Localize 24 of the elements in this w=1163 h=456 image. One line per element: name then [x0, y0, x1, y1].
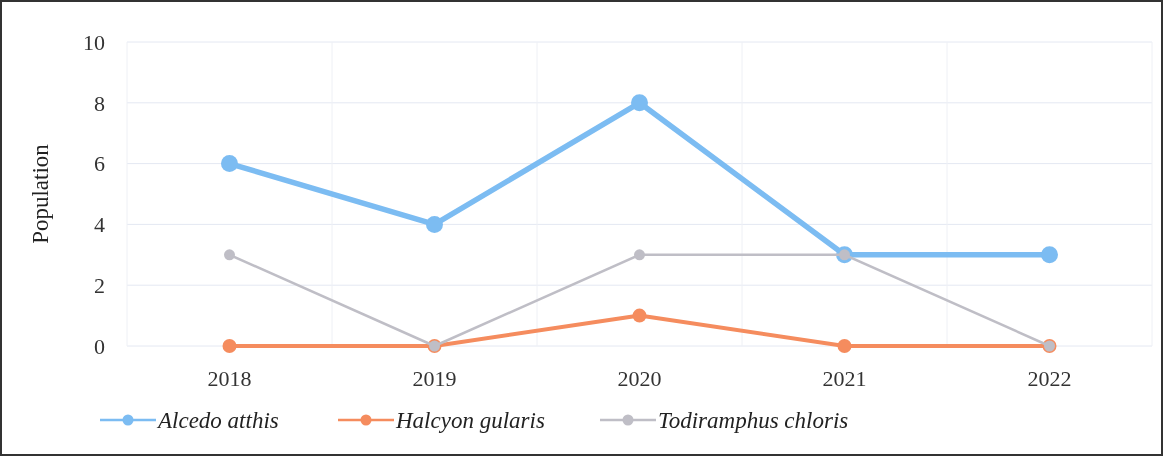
y-axis-title: Population — [28, 143, 53, 244]
point — [224, 249, 235, 261]
point — [426, 215, 443, 233]
legend-label: Todiramphus chloris — [658, 408, 849, 434]
y-tick-label: 10 — [83, 29, 105, 55]
point — [631, 94, 648, 112]
point — [837, 339, 852, 353]
legend-label: Halcyon gularis — [395, 408, 545, 434]
y-tick-label: 2 — [94, 272, 105, 298]
x-tick-label: 2019 — [412, 366, 457, 391]
point — [221, 155, 238, 173]
y-tick-label: 4 — [94, 212, 105, 238]
point — [222, 339, 237, 353]
point — [1041, 246, 1058, 264]
legend-label: Alcedo atthis — [156, 408, 279, 434]
x-tick-label: 2022 — [1027, 366, 1072, 391]
x-tick-label: 2020 — [617, 366, 662, 391]
x-tick-label: 2021 — [822, 366, 867, 391]
point — [632, 308, 647, 323]
y-tick-label: 6 — [94, 151, 105, 177]
x-tick-label: 2018 — [207, 366, 252, 391]
point — [634, 249, 645, 261]
y-tick-label: 0 — [94, 333, 105, 359]
y-tick-label: 8 — [94, 90, 105, 116]
